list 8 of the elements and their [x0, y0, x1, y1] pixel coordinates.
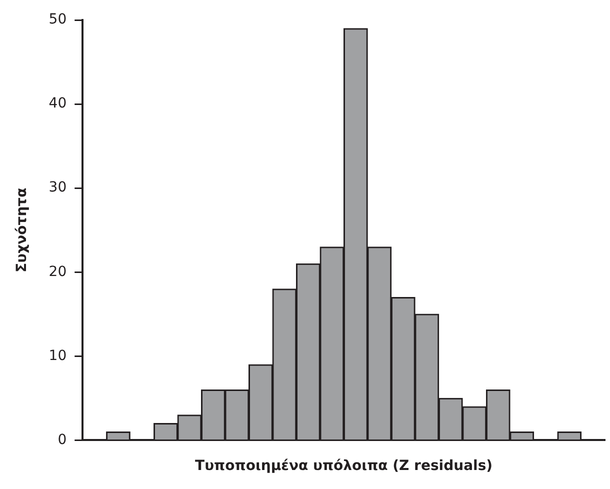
y-tick-label: 40 [48, 96, 67, 112]
y-tick-label: 10 [48, 348, 67, 364]
y-axis-title: Συχνότητα [14, 187, 30, 272]
x-axis-title: Τυποποιημένα υπόλοιπα (Z residuals) [195, 458, 493, 474]
y-tick-label: 30 [48, 180, 67, 196]
y-tick-label: 20 [48, 264, 67, 280]
y-tick-label: 0 [58, 432, 67, 448]
y-tick-label: 50 [48, 12, 67, 28]
